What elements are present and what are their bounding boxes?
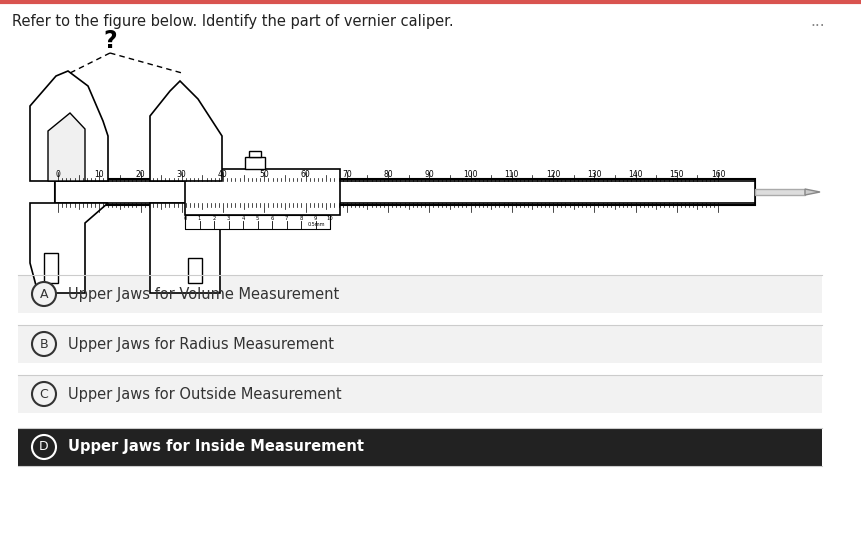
Polygon shape (30, 203, 108, 293)
Bar (18, 275, 822, 313)
Text: 30: 30 (177, 170, 187, 179)
Text: A: A (40, 287, 48, 300)
Circle shape (32, 435, 56, 459)
Text: 6: 6 (270, 215, 274, 221)
Polygon shape (150, 203, 220, 293)
Text: 110: 110 (505, 170, 519, 179)
Text: 40: 40 (218, 170, 228, 179)
Circle shape (32, 332, 56, 356)
Bar (18, 428, 822, 466)
Text: 4: 4 (241, 215, 245, 221)
Text: 120: 120 (546, 170, 561, 179)
Bar (245, 157, 265, 169)
Polygon shape (150, 81, 222, 181)
Bar (18, 325, 822, 363)
Circle shape (32, 282, 56, 306)
Text: D: D (40, 440, 49, 453)
Text: Upper Jaws for Volume Measurement: Upper Jaws for Volume Measurement (68, 287, 339, 301)
Text: 80: 80 (383, 170, 393, 179)
Bar (755, 189, 805, 195)
Text: 9: 9 (313, 215, 317, 221)
Text: 10: 10 (326, 215, 333, 221)
Bar (185, 169, 340, 215)
Polygon shape (805, 189, 820, 195)
Text: 8: 8 (300, 215, 303, 221)
Text: 50: 50 (259, 170, 269, 179)
Text: 7: 7 (285, 215, 288, 221)
Text: ?: ? (103, 29, 117, 53)
Text: 3: 3 (227, 215, 230, 221)
Polygon shape (30, 71, 108, 181)
Polygon shape (44, 253, 58, 283)
Bar (185, 215, 330, 229)
Text: 100: 100 (463, 170, 478, 179)
Text: Upper Jaws for Inside Measurement: Upper Jaws for Inside Measurement (68, 439, 364, 454)
Circle shape (32, 382, 56, 406)
Text: ...: ... (810, 14, 825, 29)
Text: 10: 10 (95, 170, 104, 179)
Text: 0.5mm: 0.5mm (307, 222, 325, 228)
Bar (55, 179, 755, 205)
Text: 90: 90 (424, 170, 434, 179)
Text: 160: 160 (710, 170, 725, 179)
Text: 60: 60 (300, 170, 310, 179)
Text: Upper Jaws for Outside Measurement: Upper Jaws for Outside Measurement (68, 386, 342, 401)
Polygon shape (188, 258, 202, 283)
Text: C: C (40, 387, 48, 400)
Text: 5: 5 (256, 215, 259, 221)
Text: 1: 1 (198, 215, 201, 221)
Text: 130: 130 (587, 170, 602, 179)
Text: 140: 140 (629, 170, 643, 179)
Text: 0: 0 (56, 170, 60, 179)
Text: B: B (40, 338, 48, 351)
Text: 0: 0 (183, 215, 187, 221)
Text: Upper Jaws for Radius Measurement: Upper Jaws for Radius Measurement (68, 337, 334, 352)
Bar (55, 181, 755, 203)
Text: 20: 20 (136, 170, 146, 179)
Text: Refer to the figure below. Identify the part of vernier caliper.: Refer to the figure below. Identify the … (12, 14, 454, 29)
Text: 150: 150 (670, 170, 684, 179)
Bar (18, 375, 822, 413)
Bar (249, 151, 261, 157)
Text: 2: 2 (213, 215, 216, 221)
Polygon shape (48, 113, 85, 181)
Text: 70: 70 (342, 170, 351, 179)
